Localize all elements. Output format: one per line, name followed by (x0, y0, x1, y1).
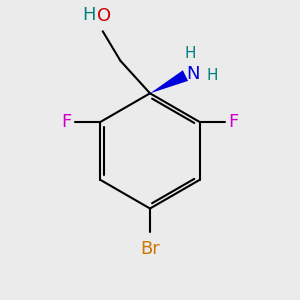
Text: H: H (82, 6, 95, 24)
Text: H: H (184, 46, 196, 61)
Text: O: O (97, 8, 111, 26)
Text: Br: Br (140, 239, 160, 257)
Text: N: N (186, 65, 200, 83)
Text: F: F (61, 113, 71, 131)
Text: H: H (206, 68, 218, 83)
Polygon shape (150, 70, 188, 93)
Text: F: F (229, 113, 239, 131)
